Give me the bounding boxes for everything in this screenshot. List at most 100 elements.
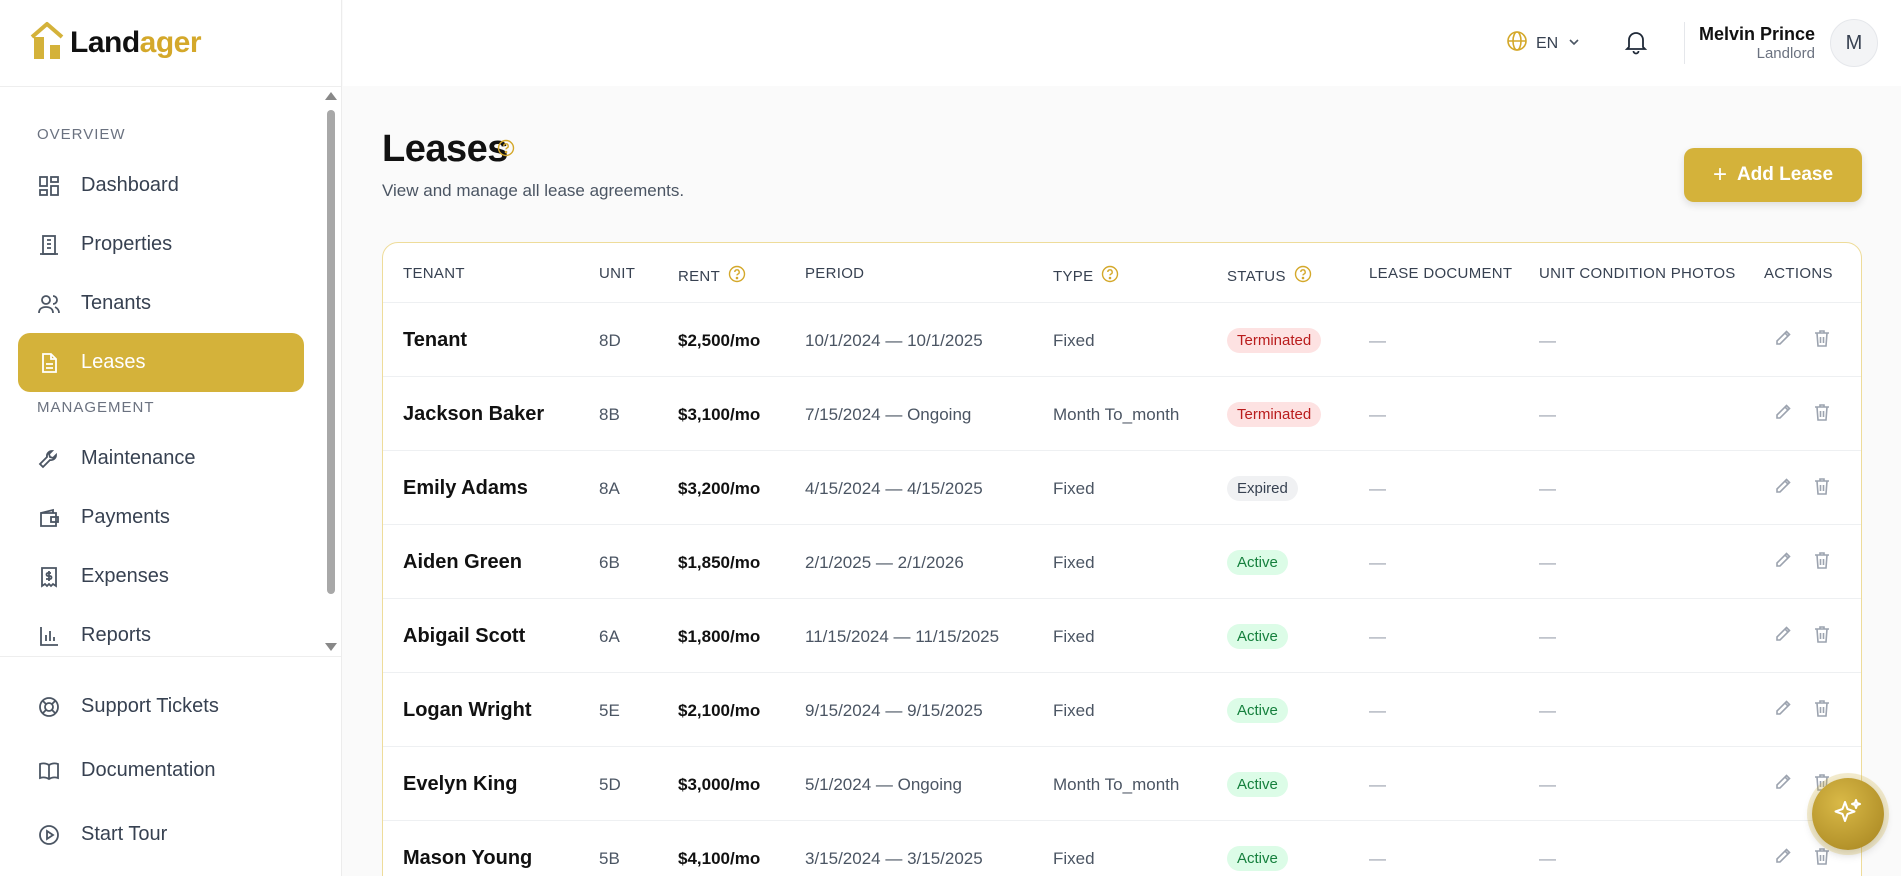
- cell-unit-condition-photos: —: [1539, 700, 1556, 720]
- language-selector[interactable]: EN: [1506, 30, 1580, 57]
- cell-actions: [1773, 673, 1831, 748]
- cell-type: Month To_month: [1053, 774, 1180, 794]
- table-row[interactable]: Aiden Green 6B $1,850/mo 2/1/2025 — 2/1/202…: [383, 524, 1861, 600]
- column-header-rent[interactable]: RENT: [678, 265, 746, 287]
- user-name[interactable]: Melvin Prince: [1698, 24, 1815, 44]
- sidebar-item-support-tickets[interactable]: Support Tickets: [18, 677, 304, 736]
- edit-pencil-icon[interactable]: [1773, 550, 1793, 575]
- sidebar-item-dashboard[interactable]: Dashboard: [18, 156, 304, 215]
- sidebar-item-tenants[interactable]: Tenants: [18, 274, 304, 333]
- sidebar-item-label: Expenses: [81, 565, 169, 587]
- ai-assistant-button[interactable]: [1812, 778, 1884, 850]
- table-row[interactable]: Emily Adams 8A $3,200/mo 4/15/2024 — 4/15/2…: [383, 450, 1861, 526]
- avatar[interactable]: M: [1830, 19, 1878, 67]
- cell-unit: 8A: [599, 478, 620, 498]
- edit-pencil-icon[interactable]: [1773, 476, 1793, 501]
- sidebar-scroll-thumb[interactable]: [327, 110, 335, 594]
- sidebar-item-leases[interactable]: Leases: [18, 333, 304, 392]
- sidebar-item-reports[interactable]: Reports: [18, 606, 304, 656]
- column-header-type[interactable]: TYPE: [1053, 265, 1119, 287]
- scroll-up-arrow-icon[interactable]: [325, 92, 337, 100]
- sidebar-item-start-tour[interactable]: Start Tour: [18, 805, 304, 864]
- table-row[interactable]: Mason Young 5B $4,100/mo 3/15/2024 — 3/15/2…: [383, 820, 1861, 876]
- cell-unit: 6B: [599, 552, 620, 572]
- sidebar-item-label: Tenants: [81, 292, 152, 314]
- sidebar-item-documentation[interactable]: Documentation: [18, 741, 304, 800]
- sidebar-item-label: Reports: [81, 624, 152, 646]
- help-icon[interactable]: [1101, 265, 1119, 287]
- cell-tenant[interactable]: Abigail Scott: [403, 625, 526, 647]
- delete-trash-icon[interactable]: [1813, 550, 1831, 575]
- language-code: EN: [1536, 34, 1559, 52]
- scroll-down-arrow-icon[interactable]: [325, 643, 337, 651]
- sidebar-item-maintenance[interactable]: Maintenance: [18, 429, 304, 488]
- cell-tenant[interactable]: Logan Wright: [403, 699, 532, 721]
- sidebar-item-payments[interactable]: Payments: [18, 488, 304, 547]
- edit-pencil-icon[interactable]: [1773, 698, 1793, 723]
- cell-unit: 8D: [599, 330, 621, 350]
- cell-period: 4/15/2024 — 4/15/2025: [805, 478, 983, 498]
- column-header-tenant[interactable]: TENANT: [403, 265, 465, 282]
- edit-pencil-icon[interactable]: [1773, 772, 1793, 797]
- edit-pencil-icon[interactable]: [1773, 402, 1793, 427]
- table-row[interactable]: Abigail Scott 6A $1,800/mo 11/15/2024 — 11/…: [383, 598, 1861, 673]
- cell-unit-condition-photos: —: [1539, 330, 1556, 350]
- edit-pencil-icon[interactable]: [1773, 328, 1793, 353]
- sidebar-item-label: Start Tour: [81, 823, 168, 845]
- help-icon[interactable]: [497, 139, 515, 162]
- cell-lease-document: —: [1369, 552, 1386, 572]
- add-lease-button[interactable]: + Add Lease: [1684, 148, 1862, 202]
- cell-period: 2/1/2025 — 2/1/2026: [805, 552, 964, 572]
- status-badge: Terminated: [1227, 402, 1322, 427]
- building-icon: [37, 233, 61, 257]
- column-header-period[interactable]: PERIOD: [805, 265, 865, 282]
- table-row[interactable]: Evelyn King 5D $3,000/mo 5/1/2024 — Ongoing…: [383, 746, 1861, 821]
- column-header-status[interactable]: STATUS: [1227, 265, 1312, 287]
- sidebar-item-properties[interactable]: Properties: [18, 215, 304, 274]
- cell-actions: [1773, 451, 1831, 526]
- cell-tenant[interactable]: Tenant: [403, 329, 468, 351]
- divider: [0, 656, 341, 657]
- section-label-overview: OVERVIEW: [37, 126, 126, 143]
- add-lease-label: Add Lease: [1736, 164, 1834, 185]
- delete-trash-icon[interactable]: [1813, 476, 1831, 501]
- cell-period: 11/15/2024 — 11/15/2025: [805, 626, 1000, 646]
- table-row[interactable]: Tenant 8D $2,500/mo 10/1/2024 — 10/1/2025 Fi…: [383, 302, 1861, 377]
- sidebar-nav: OVERVIEW Dashboard Properties Tenants Le…: [0, 88, 341, 656]
- grid-icon: [37, 174, 61, 198]
- users-icon: [37, 292, 61, 316]
- edit-pencil-icon[interactable]: [1773, 624, 1793, 649]
- column-header-unit[interactable]: UNIT: [599, 265, 636, 282]
- status-badge: Terminated: [1227, 328, 1322, 353]
- cell-unit: 6A: [599, 626, 620, 646]
- brand-logo[interactable]: Landager: [30, 20, 202, 66]
- cell-status: Active: [1227, 821, 1288, 876]
- cell-type: Fixed: [1053, 700, 1095, 720]
- cell-tenant[interactable]: Emily Adams: [403, 477, 528, 499]
- cell-tenant[interactable]: Evelyn King: [403, 773, 518, 795]
- sidebar-item-expenses[interactable]: Expenses: [18, 547, 304, 606]
- cell-lease-document: —: [1369, 848, 1386, 868]
- cell-tenant[interactable]: Aiden Green: [403, 551, 522, 573]
- edit-pencil-icon[interactable]: [1773, 846, 1793, 871]
- delete-trash-icon[interactable]: [1813, 402, 1831, 427]
- cell-unit: 8B: [599, 404, 620, 424]
- help-icon[interactable]: [728, 265, 746, 287]
- notifications-button[interactable]: [1624, 29, 1648, 60]
- column-header-lease-document: LEASE DOCUMENT: [1369, 265, 1513, 282]
- delete-trash-icon[interactable]: [1813, 846, 1831, 871]
- table-row[interactable]: Jackson Baker 8B $3,100/mo 7/15/2024 — Ongo…: [383, 376, 1861, 451]
- cell-tenant[interactable]: Jackson Baker: [403, 403, 545, 425]
- cell-unit-condition-photos: —: [1539, 478, 1556, 498]
- delete-trash-icon[interactable]: [1813, 698, 1831, 723]
- cell-actions: [1773, 525, 1831, 600]
- table-row[interactable]: Logan Wright 5E $2,100/mo 9/15/2024 — 9/15/…: [383, 672, 1861, 748]
- cell-unit: 5B: [599, 848, 620, 868]
- top-header: EN Melvin Prince Landlord M: [343, 0, 1901, 86]
- chevron-down-icon: [1568, 35, 1580, 53]
- sidebar-item-label: Support Tickets: [81, 695, 219, 717]
- help-icon[interactable]: [1294, 265, 1312, 287]
- delete-trash-icon[interactable]: [1813, 328, 1831, 353]
- delete-trash-icon[interactable]: [1813, 624, 1831, 649]
- cell-tenant[interactable]: Mason Young: [403, 847, 533, 869]
